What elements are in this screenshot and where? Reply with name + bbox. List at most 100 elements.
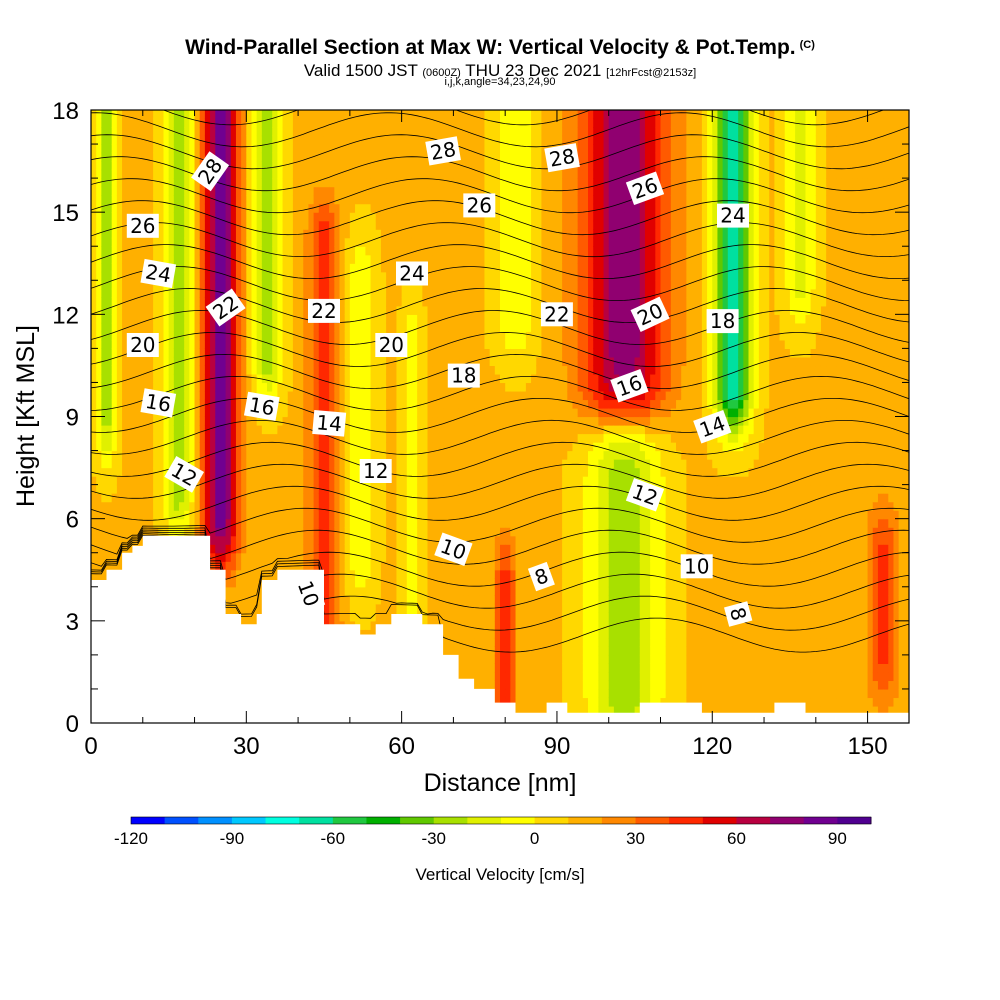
velocity-cell	[344, 178, 351, 188]
velocity-cell	[349, 127, 356, 137]
velocity-cell	[173, 365, 180, 375]
velocity-cell	[365, 161, 372, 171]
velocity-cell	[375, 527, 382, 537]
velocity-cell	[339, 246, 346, 256]
velocity-cell	[220, 535, 227, 545]
velocity-cell	[355, 203, 361, 213]
velocity-cell	[396, 578, 403, 588]
velocity-cell	[355, 416, 361, 426]
velocity-cell	[168, 118, 175, 128]
velocity-cell	[235, 407, 242, 418]
velocity-cell	[230, 450, 237, 460]
velocity-cell	[251, 595, 258, 605]
velocity-cell	[396, 399, 403, 409]
velocity-cell	[132, 110, 139, 120]
velocity-cell	[179, 229, 185, 239]
velocity-cell	[261, 237, 268, 247]
velocity-cell	[246, 595, 253, 605]
valid-utc: (0600Z)	[422, 67, 461, 79]
velocity-cell	[360, 603, 366, 613]
velocity-cell	[355, 518, 361, 528]
velocity-cell	[194, 527, 201, 537]
velocity-cell	[360, 578, 366, 588]
velocity-cell	[189, 322, 196, 332]
velocity-cell	[163, 195, 170, 205]
velocity-cell	[111, 382, 118, 392]
velocity-cell	[267, 390, 273, 401]
velocity-cell	[432, 484, 439, 494]
velocity-cell	[349, 195, 356, 205]
velocity-cell	[179, 339, 185, 349]
velocity-cell	[308, 322, 315, 332]
velocity-cell	[292, 263, 299, 273]
velocity-cell	[443, 356, 449, 367]
velocity-cell	[225, 518, 232, 528]
velocity-cell	[318, 518, 325, 528]
velocity-cell	[96, 169, 102, 179]
velocity-cell	[168, 161, 175, 171]
velocity-cell	[380, 442, 387, 452]
velocity-cell	[360, 144, 366, 154]
velocity-cell	[122, 425, 128, 435]
velocity-cell	[230, 476, 237, 486]
velocity-cell	[132, 390, 139, 401]
velocity-cell	[355, 152, 361, 162]
velocity-cell	[91, 467, 97, 477]
velocity-cell	[184, 186, 190, 196]
velocity-cell	[401, 118, 408, 128]
velocity-cell	[204, 433, 211, 443]
velocity-cell	[360, 178, 366, 188]
velocity-cell	[344, 561, 351, 571]
velocity-cell	[142, 416, 149, 426]
velocity-cell	[132, 135, 139, 145]
velocity-cell	[339, 331, 346, 341]
velocity-cell	[179, 127, 185, 137]
velocity-cell	[267, 510, 273, 520]
velocity-cell	[313, 365, 320, 375]
velocity-cell	[417, 203, 423, 213]
velocity-cell	[370, 195, 377, 205]
velocity-cell	[153, 203, 159, 213]
velocity-cell	[153, 178, 159, 188]
velocity-cell	[422, 518, 429, 528]
velocity-cell	[391, 135, 398, 145]
velocity-cell	[210, 144, 216, 154]
velocity-cell	[432, 399, 439, 409]
velocity-cell	[267, 314, 273, 324]
velocity-cell	[355, 178, 361, 188]
velocity-cell	[204, 339, 211, 349]
velocity-cell	[329, 382, 335, 392]
velocity-cell	[267, 339, 273, 349]
velocity-cell	[298, 144, 304, 154]
velocity-cell	[267, 237, 273, 247]
velocity-cell	[386, 569, 392, 579]
velocity-cell	[111, 254, 118, 264]
velocity-cell	[443, 305, 449, 315]
velocity-cell	[303, 348, 310, 358]
velocity-cell	[116, 501, 123, 511]
velocity-cell	[318, 237, 325, 247]
velocity-cell	[163, 467, 170, 477]
velocity-cell	[334, 237, 341, 247]
velocity-cell	[427, 484, 434, 494]
velocity-cell	[158, 493, 165, 503]
velocity-cell	[189, 339, 196, 349]
velocity-cell	[91, 569, 97, 579]
velocity-cell	[173, 186, 180, 196]
velocity-cell	[272, 433, 278, 443]
velocity-cell	[235, 127, 242, 137]
velocity-cell	[111, 552, 118, 562]
velocity-cell	[391, 603, 398, 613]
velocity-cell	[116, 459, 123, 469]
velocity-cell	[158, 373, 165, 384]
velocity-cell	[303, 161, 310, 171]
velocity-cell	[432, 552, 439, 562]
velocity-cell	[323, 603, 330, 613]
velocity-cell	[422, 425, 429, 435]
velocity-cell	[308, 459, 315, 469]
velocity-cell	[189, 161, 196, 171]
velocity-cell	[437, 518, 444, 528]
velocity-cell	[189, 127, 196, 137]
velocity-cell	[246, 518, 253, 528]
